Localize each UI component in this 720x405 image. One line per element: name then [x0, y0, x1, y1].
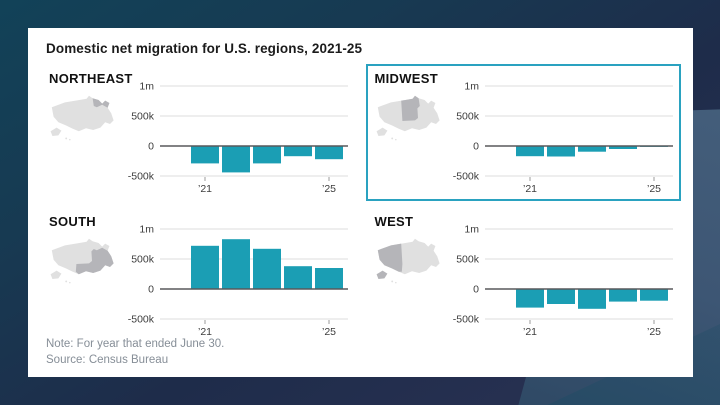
- panel-northeast: NORTHEAST 1m 500k 0 -500k ’21 ’25: [40, 64, 356, 201]
- svg-text:0: 0: [148, 284, 154, 296]
- svg-text:1m: 1m: [464, 81, 479, 93]
- region-highlight-alaska: [376, 270, 387, 279]
- svg-text:1m: 1m: [464, 224, 479, 236]
- panel-south: SOUTH 1m 500k 0 -500k ’21 ’25: [40, 207, 356, 344]
- svg-text:0: 0: [473, 141, 479, 153]
- svg-text:1m: 1m: [139, 81, 154, 93]
- svg-text:’25: ’25: [647, 183, 661, 195]
- svg-text:-500k: -500k: [453, 171, 480, 183]
- region-label-west: WEST: [374, 214, 414, 229]
- svg-text:’25: ’25: [647, 326, 661, 338]
- us-map-midwest: [376, 95, 440, 141]
- hawaii-islands: [390, 137, 393, 140]
- hawaii-islands: [65, 280, 68, 283]
- region-label-northeast: NORTHEAST: [49, 71, 133, 86]
- region-highlight-west: [377, 243, 402, 272]
- svg-text:500k: 500k: [131, 111, 155, 123]
- svg-text:1m: 1m: [139, 224, 154, 236]
- svg-text:-500k: -500k: [127, 314, 154, 326]
- region-label-midwest: MIDWEST: [374, 71, 438, 86]
- bar-chart-northeast: 1m 500k 0 -500k ’21 ’25: [127, 81, 348, 195]
- svg-text:’25: ’25: [321, 326, 335, 338]
- svg-text:0: 0: [473, 284, 479, 296]
- svg-text:’21: ’21: [523, 183, 537, 195]
- bar-chart-south: 1m 500k 0 -500k ’21 ’25: [127, 224, 348, 338]
- chart-card: Domestic net migration for U.S. regions,…: [28, 28, 693, 377]
- region-highlight-south: [75, 247, 114, 275]
- svg-text:500k: 500k: [456, 111, 480, 123]
- svg-text:’25: ’25: [321, 183, 335, 195]
- note-text: Note: For year that ended June 30.: [46, 338, 225, 350]
- alaska-outline: [50, 270, 62, 279]
- source-text: Source: Census Bureau: [46, 354, 169, 366]
- region-label-south: SOUTH: [49, 214, 96, 229]
- us-map-south: [50, 238, 114, 284]
- panel-west: WEST 1m 500k 0 -500k ’21 ’25: [366, 207, 682, 344]
- bar-chart-west: 1m 500k 0 -500k ’21 ’25: [453, 224, 673, 338]
- hawaii-islands: [394, 281, 397, 284]
- us-map-outline: [51, 95, 114, 132]
- hawaii-islands: [69, 281, 71, 284]
- hawaii-islands: [69, 138, 71, 141]
- svg-text:’21: ’21: [197, 183, 211, 195]
- svg-text:’21: ’21: [197, 326, 211, 338]
- svg-text:’21: ’21: [523, 326, 537, 338]
- alaska-outline: [50, 127, 62, 136]
- svg-text:-500k: -500k: [127, 171, 154, 183]
- panel-midwest: MIDWEST 1m 500k 0 -500k ’21 ’25: [365, 64, 681, 201]
- svg-text:0: 0: [148, 141, 154, 153]
- bar-chart-midwest: 1m 500k 0 -500k ’21 ’25: [453, 81, 673, 195]
- us-map-northeast: [50, 95, 114, 141]
- chart-footnote: Note: For year that ended June 30. Sourc…: [46, 336, 224, 368]
- svg-text:-500k: -500k: [453, 314, 480, 326]
- us-map-west: [376, 238, 440, 284]
- hawaii-islands: [390, 280, 393, 283]
- small-multiples-grid: NORTHEAST 1m 500k 0 -500k ’21 ’25 MIDWEST: [40, 64, 681, 344]
- hawaii-islands: [65, 137, 68, 140]
- region-highlight-midwest: [400, 95, 420, 121]
- region-highlight-northeast: [92, 98, 110, 108]
- hawaii-islands: [394, 138, 397, 141]
- chart-title: Domestic net migration for U.S. regions,…: [46, 41, 363, 56]
- svg-text:500k: 500k: [131, 254, 155, 266]
- alaska-outline: [376, 127, 387, 136]
- svg-text:500k: 500k: [456, 254, 480, 266]
